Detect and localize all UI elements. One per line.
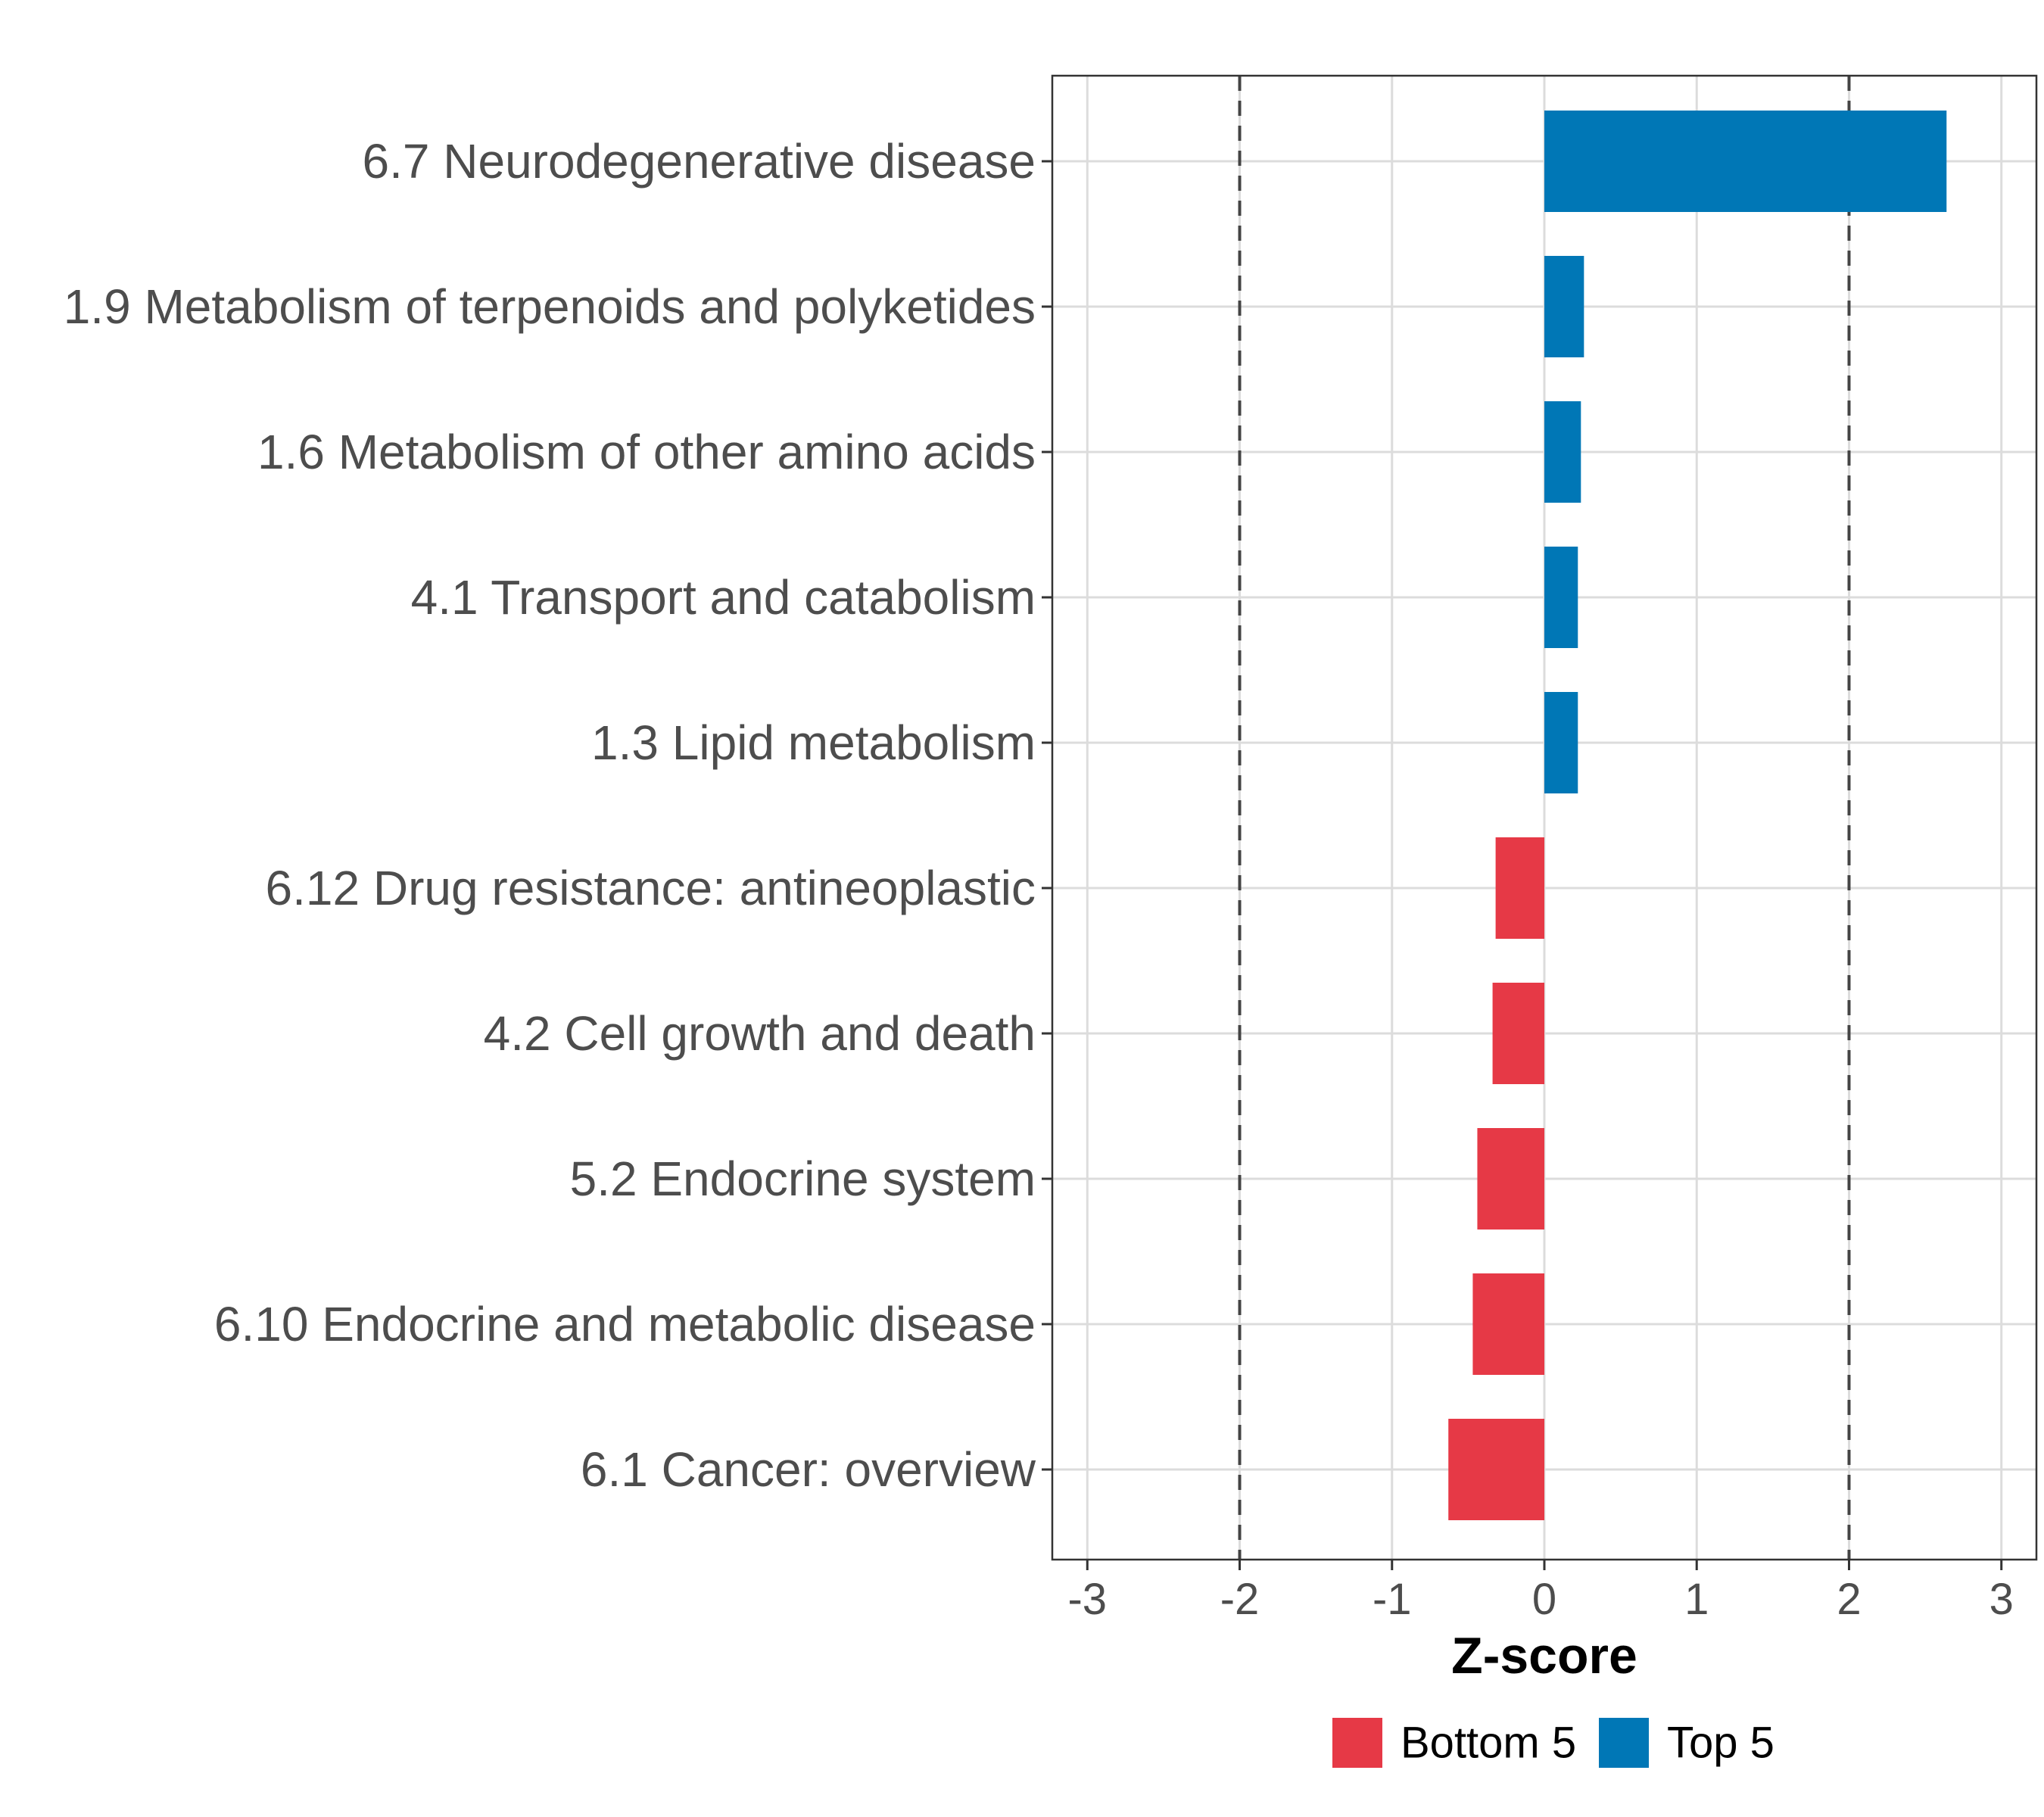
bar-bottom [1495, 837, 1544, 939]
bar-bottom [1477, 1128, 1544, 1230]
y-tick-label: 1.6 Metabolism of other amino acids [257, 425, 1036, 479]
bar-bottom [1472, 1273, 1544, 1375]
y-tick-label: 6.12 Drug resistance: antineoplastic [266, 861, 1036, 915]
x-axis-title: Z-score [1451, 1627, 1637, 1685]
x-tick-label: 2 [1837, 1575, 1861, 1624]
x-axis: -3 -2 -1 0 1 2 3 [1067, 1560, 2014, 1624]
x-tick-label: 0 [1532, 1575, 1556, 1624]
bar-top [1544, 111, 1947, 212]
x-tick-label: -1 [1373, 1575, 1412, 1624]
legend-swatch [1332, 1718, 1382, 1768]
bar-bottom [1448, 1419, 1544, 1520]
legend-label: Top 5 [1667, 1719, 1774, 1768]
x-tick-label: -2 [1220, 1575, 1260, 1624]
bar-top [1544, 256, 1584, 357]
reference-lines [1238, 76, 1851, 1560]
y-axis: 6.7 Neurodegenerative disease 1.9 Metabol… [64, 134, 1052, 1497]
legend-swatch [1599, 1718, 1649, 1768]
y-tick-label: 1.3 Lipid metabolism [591, 715, 1036, 770]
legend-label: Bottom 5 [1401, 1719, 1576, 1768]
y-tick-label: 4.2 Cell growth and death [484, 1006, 1036, 1061]
bar-top [1544, 692, 1578, 793]
legend: Bottom 5 Top 5 [1332, 1718, 1774, 1768]
bar-top [1544, 401, 1581, 503]
bar-bottom [1492, 983, 1544, 1084]
bar-top [1544, 547, 1578, 648]
y-tick-label: 1.9 Metabolism of terpenoids and polyket… [64, 279, 1036, 334]
y-tick-label: 6.10 Endocrine and metabolic disease [214, 1297, 1036, 1351]
y-tick-label: 5.2 Endocrine system [570, 1152, 1036, 1206]
y-tick-label: 6.1 Cancer: overview [581, 1442, 1036, 1497]
y-tick-label: 6.7 Neurodegenerative disease [363, 134, 1036, 189]
x-tick-label: 3 [1989, 1575, 2014, 1624]
y-tick-label: 4.1 Transport and catabolism [411, 570, 1036, 625]
x-tick-label: 1 [1684, 1575, 1709, 1624]
bar-layer [1448, 111, 1947, 1520]
x-tick-label: -3 [1067, 1575, 1107, 1624]
